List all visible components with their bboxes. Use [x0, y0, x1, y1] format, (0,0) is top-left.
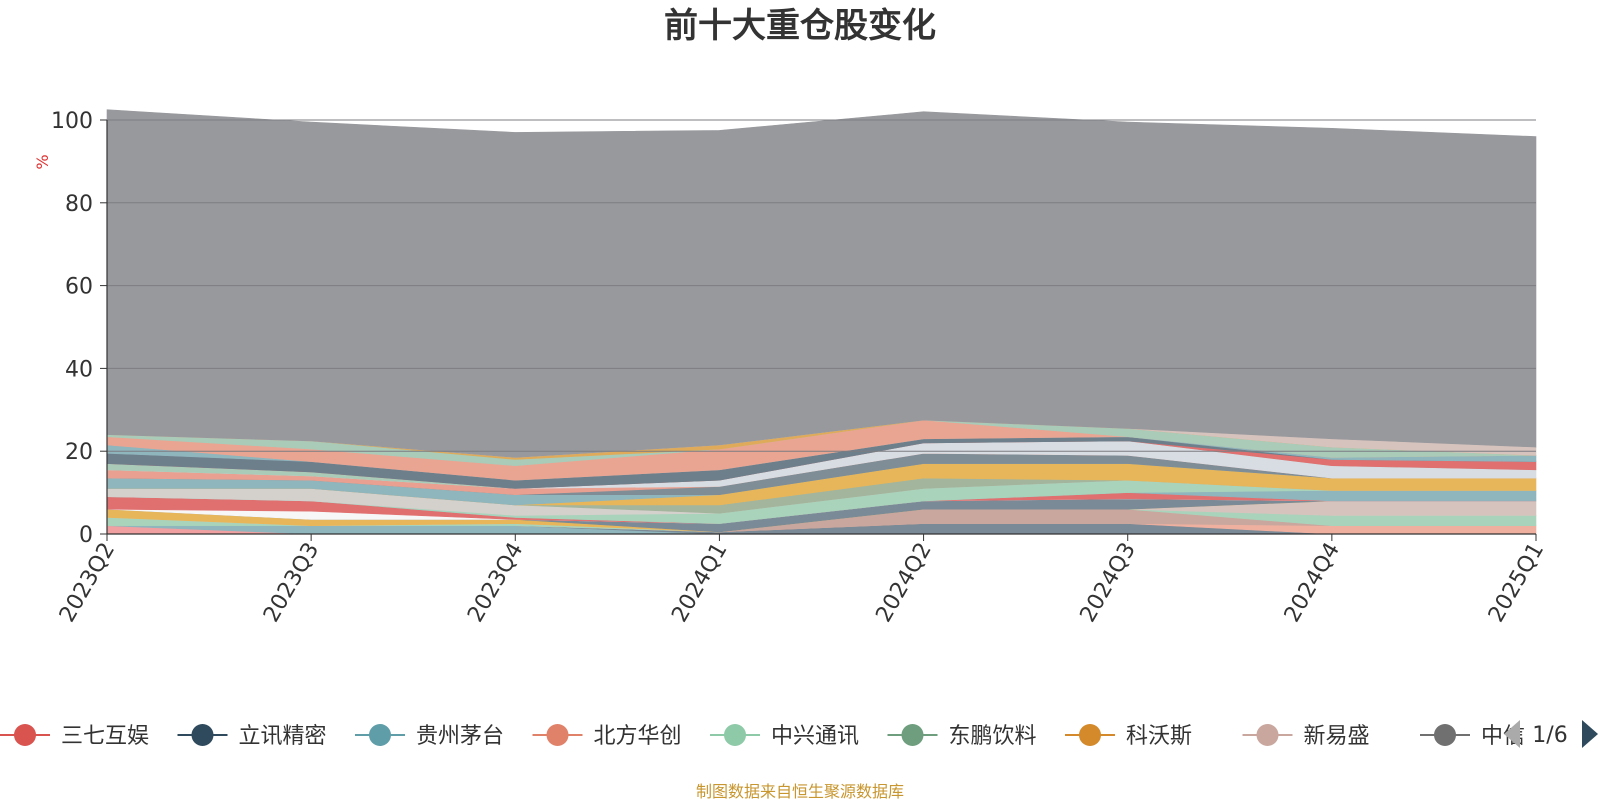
legend-marker	[369, 724, 391, 746]
legend-marker	[14, 724, 36, 746]
y-tick-label: 0	[79, 523, 93, 548]
legend-item-0[interactable]: 三七互娱	[0, 724, 149, 749]
chart-title: 前十大重仓股变化	[664, 6, 936, 46]
x-tick-label: 2023Q2	[55, 539, 120, 627]
legend-marker	[901, 724, 924, 746]
legend-prev-icon[interactable]	[1504, 720, 1520, 748]
legend-label: 新易盛	[1304, 724, 1370, 749]
legend-marker	[1256, 724, 1279, 746]
legend-label: 立讯精密	[239, 724, 327, 749]
legend-label: 三七互娱	[61, 724, 149, 749]
x-tick-label: 2024Q3	[1076, 539, 1141, 627]
legend-marker	[191, 724, 214, 746]
x-tick-label: 2024Q4	[1280, 539, 1345, 627]
stacked-areas	[106, 109, 1537, 535]
legend-label: 北方华创	[594, 724, 682, 749]
legend: 三七互娱 立讯精密 贵州茅台 北方华创 中兴通讯 东鹏饮料 科沃斯 新易盛 中信 1/6	[0, 720, 1598, 749]
y-tick-label: 60	[65, 275, 93, 300]
legend-marker	[1434, 724, 1456, 746]
x-tick-label: 2023Q3	[259, 539, 324, 627]
source-note: 制图数据来自恒生聚源数据库	[695, 782, 904, 801]
y-tick-label: 100	[51, 109, 93, 134]
legend-label: 科沃斯	[1126, 724, 1192, 749]
legend-label: 中兴通讯	[771, 724, 859, 749]
x-tick-label: 2023Q4	[463, 539, 528, 627]
legend-marker	[546, 724, 569, 746]
x-tick-label: 2024Q1	[667, 539, 732, 627]
legend-next-icon[interactable]	[1582, 720, 1598, 748]
y-tick-label: 20	[65, 440, 93, 465]
legend-item-3[interactable]: 北方华创	[532, 724, 682, 749]
y-tick-label: 80	[65, 192, 93, 217]
legend-page-indicator: 1/6	[1532, 723, 1567, 748]
legend-item-5[interactable]: 东鹏饮料	[887, 724, 1037, 749]
legend-item-1[interactable]: 立讯精密	[177, 724, 327, 749]
y-axis-label: %	[33, 154, 52, 169]
x-tick-label: 2024Q2	[871, 539, 936, 627]
legend-marker	[1079, 724, 1101, 746]
area-band-28	[106, 109, 1537, 458]
grid-lines	[107, 119, 1536, 452]
legend-item-7[interactable]: 新易盛	[1242, 724, 1370, 749]
y-tick-label: 40	[65, 357, 93, 382]
legend-item-2[interactable]: 贵州茅台	[355, 724, 504, 749]
legend-marker	[724, 724, 746, 746]
legend-item-6[interactable]: 科沃斯	[1065, 724, 1192, 749]
x-tick-label: 2025Q1	[1484, 539, 1549, 627]
legend-label: 东鹏饮料	[949, 724, 1037, 749]
legend-label: 贵州茅台	[416, 724, 504, 749]
legend-item-4[interactable]: 中兴通讯	[710, 724, 859, 749]
